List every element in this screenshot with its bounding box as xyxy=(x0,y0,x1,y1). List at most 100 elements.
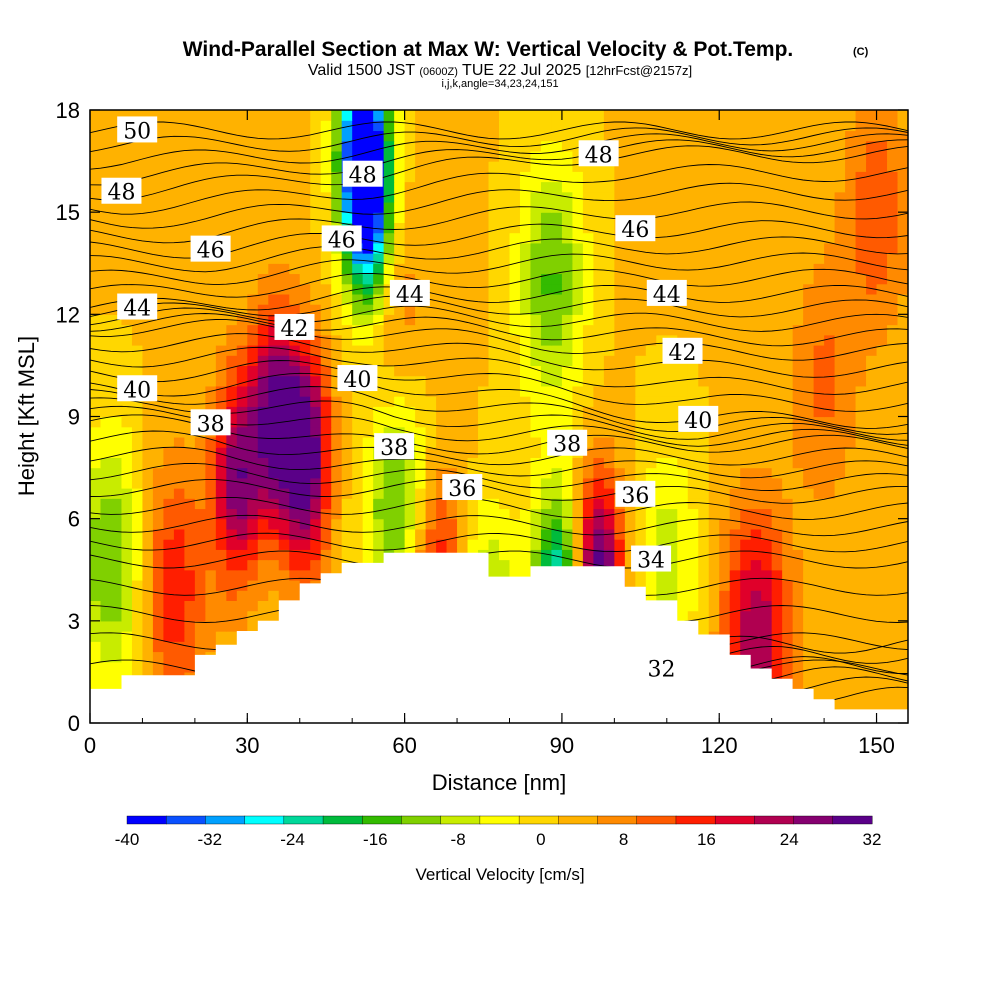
velocity-cell xyxy=(247,222,259,234)
velocity-cell xyxy=(90,579,102,591)
velocity-cell xyxy=(824,334,836,346)
velocity-cell xyxy=(845,385,857,397)
velocity-cell xyxy=(278,201,290,213)
velocity-cell xyxy=(551,539,563,550)
velocity-cell xyxy=(194,436,206,448)
velocity-cell xyxy=(131,273,144,285)
velocity-cell xyxy=(488,518,500,530)
velocity-cell xyxy=(771,559,783,571)
velocity-cell xyxy=(121,447,133,458)
velocity-cell xyxy=(383,355,395,367)
velocity-cell xyxy=(750,181,762,193)
velocity-cell xyxy=(551,110,563,121)
velocity-cell xyxy=(425,120,437,132)
velocity-cell xyxy=(719,232,731,244)
velocity-cell xyxy=(750,498,762,510)
velocity-cell xyxy=(551,416,563,428)
velocity-cell xyxy=(666,590,678,601)
velocity-cell xyxy=(446,150,458,162)
velocity-cell xyxy=(331,150,343,162)
velocity-cell xyxy=(887,631,899,642)
velocity-cell xyxy=(331,559,343,571)
velocity-cell xyxy=(813,528,825,540)
velocity-cell xyxy=(708,191,720,203)
velocity-cell xyxy=(373,344,385,356)
velocity-cell xyxy=(478,375,490,387)
velocity-cell xyxy=(205,569,217,581)
velocity-cell xyxy=(792,406,804,418)
velocity-cell xyxy=(194,488,206,499)
velocity-cell xyxy=(383,293,395,305)
velocity-cell xyxy=(519,263,532,275)
velocity-cell xyxy=(278,477,290,489)
velocity-cell xyxy=(278,171,290,183)
velocity-cell xyxy=(142,610,154,622)
velocity-cell xyxy=(320,426,332,438)
velocity-cell xyxy=(215,263,227,275)
velocity-cell xyxy=(163,569,175,581)
velocity-cell xyxy=(708,140,720,152)
velocity-cell xyxy=(729,600,741,612)
velocity-cell xyxy=(519,355,532,367)
velocity-cell xyxy=(897,477,908,489)
velocity-cell xyxy=(341,477,353,489)
velocity-cell xyxy=(624,140,636,152)
velocity-cell xyxy=(782,120,794,132)
velocity-cell xyxy=(194,150,206,162)
velocity-cell xyxy=(740,365,752,377)
velocity-cell xyxy=(310,539,322,550)
x-axis-label: Distance [nm] xyxy=(432,770,567,795)
velocity-cell xyxy=(813,416,825,428)
velocity-cell xyxy=(184,161,196,172)
velocity-cell xyxy=(593,528,605,540)
velocity-cell xyxy=(551,314,563,326)
velocity-cell xyxy=(614,334,626,346)
velocity-cell xyxy=(771,161,783,172)
velocity-cell xyxy=(478,201,490,213)
velocity-cell xyxy=(152,457,165,469)
velocity-cell xyxy=(142,273,154,285)
velocity-cell xyxy=(750,304,762,315)
velocity-cell xyxy=(142,518,154,530)
velocity-cell xyxy=(131,171,144,183)
velocity-cell xyxy=(362,539,374,550)
velocity-cell xyxy=(341,457,353,469)
velocity-cell xyxy=(404,212,416,223)
velocity-cell xyxy=(761,355,773,367)
velocity-cell xyxy=(834,518,846,530)
y-tick-label: 3 xyxy=(68,609,80,634)
velocity-cell xyxy=(624,181,636,193)
velocity-cell xyxy=(100,273,112,285)
velocity-cell xyxy=(824,242,836,254)
velocity-cell xyxy=(394,232,406,244)
velocity-cell xyxy=(331,385,343,397)
velocity-cell xyxy=(299,293,311,305)
velocity-cell xyxy=(540,508,553,520)
velocity-cell xyxy=(268,569,280,581)
velocity-cell xyxy=(834,283,846,295)
velocity-cell xyxy=(740,201,752,213)
velocity-cell xyxy=(488,498,500,510)
velocity-cell xyxy=(593,130,605,142)
velocity-cell xyxy=(677,549,689,561)
velocity-cell xyxy=(582,263,594,275)
velocity-cell xyxy=(866,191,878,203)
velocity-cell xyxy=(897,620,908,632)
velocity-cell xyxy=(698,232,710,244)
velocity-cell xyxy=(572,467,584,479)
velocity-cell xyxy=(876,682,888,693)
velocity-cell xyxy=(184,385,196,397)
velocity-cell xyxy=(677,457,689,469)
velocity-cell xyxy=(457,181,469,193)
velocity-cell xyxy=(257,253,269,264)
velocity-cell xyxy=(289,477,301,489)
velocity-cell xyxy=(457,304,469,315)
colorbar-tick-label: 24 xyxy=(780,830,799,849)
velocity-cell xyxy=(719,304,731,315)
velocity-cell xyxy=(698,620,710,632)
theta-contour-line xyxy=(90,236,908,273)
velocity-cell xyxy=(582,181,594,193)
velocity-cell xyxy=(530,171,542,183)
velocity-cell xyxy=(404,140,416,152)
velocity-cell xyxy=(110,273,123,285)
